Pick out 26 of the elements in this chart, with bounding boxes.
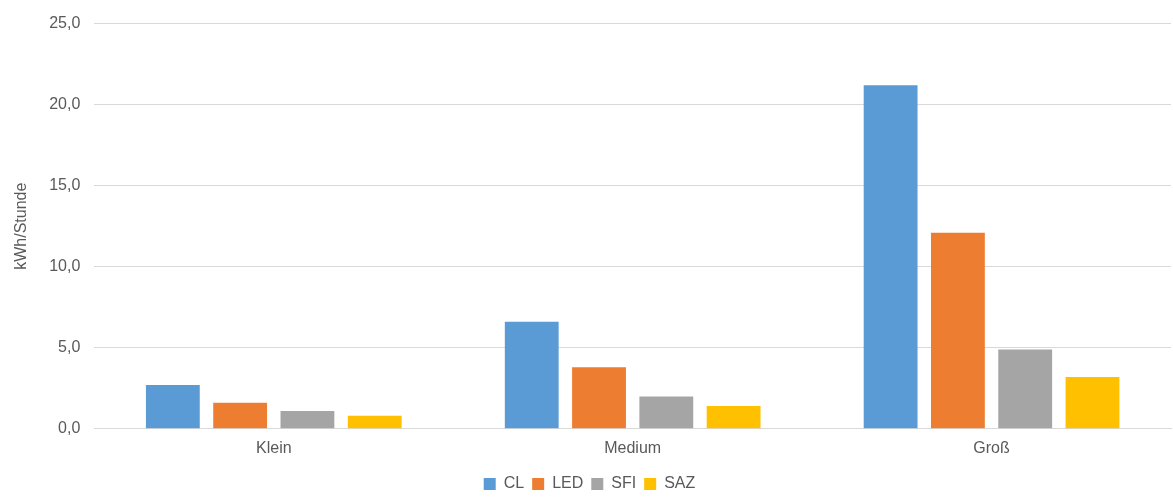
y-axis-title: kWh/Stunde [12,182,30,270]
x-tick-label: Klein [255,438,292,456]
y-tick-label: 25,0 [49,14,81,32]
bar [706,406,761,429]
bar [863,85,918,429]
y-tick-label: 20,0 [49,95,81,113]
y-tick-label: 10,0 [49,257,81,275]
bar [145,385,200,429]
y-tick-label: 5,0 [58,338,81,356]
bar [998,349,1053,429]
y-tick-label: 15,0 [49,176,81,194]
bar [280,410,335,429]
bar [572,367,626,429]
bar [931,232,985,429]
legend-label: SAZ [664,474,696,492]
legend-label: CL [503,474,525,492]
y-tick-label: 0,0 [58,419,81,437]
bar [1065,376,1120,429]
x-tick-label: Medium [604,438,662,456]
x-tick-label: Groß [973,438,1010,456]
bar [213,402,268,429]
bar [504,321,559,429]
bar [639,396,694,429]
bar [347,415,402,429]
legend-label: LED [552,474,584,492]
legend-label: SFI [611,474,637,492]
